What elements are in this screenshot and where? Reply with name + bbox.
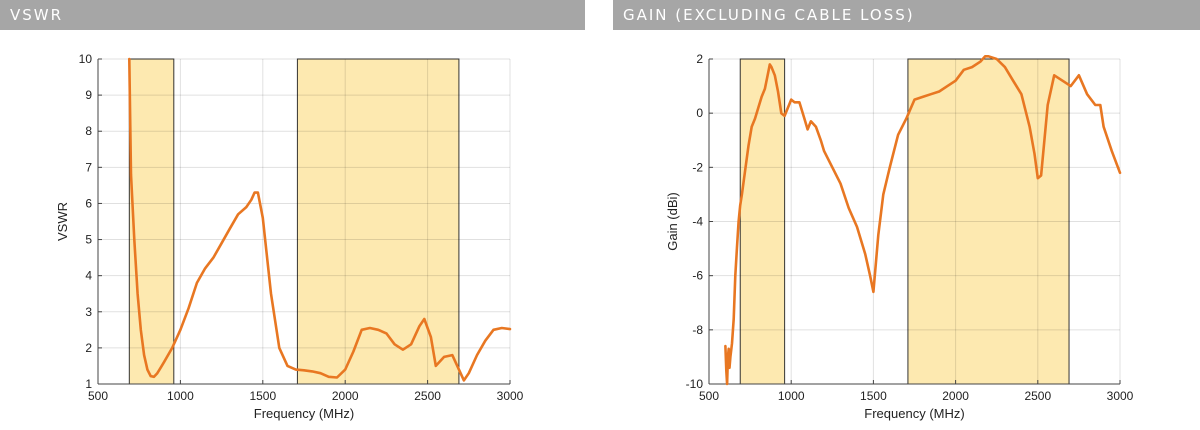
vswr-band-1 [296,58,460,385]
gain-y-tick-label: -6 [692,269,703,283]
vswr-y-tick-label: 10 [79,52,93,66]
gain-x-tick-label: 1000 [778,389,805,403]
gain-banner: GAIN (EXCLUDING CABLE LOSS) [613,0,1200,30]
vswr-y-tick-label: 8 [85,124,92,138]
vswr-x-tick-label: 2500 [414,389,441,403]
vswr-banner: VSWR [0,0,585,30]
vswr-y-tick-label: 5 [85,233,92,247]
gain-y-tick-label: -8 [692,323,703,337]
vswr-y-tick-label: 9 [85,88,92,102]
vswr-x-tick-label: 2000 [332,389,359,403]
gain-y-tick-label: -4 [692,215,703,229]
gain-x-axis-label: Frequency (MHz) [864,406,964,421]
gain-chart: 500 1000 1500 2000 2500 3000 -10 -8 -6 -4 -2 0 2 Freq… [665,52,1134,421]
vswr-chart: 500 1000 1500 2000 2500 3000 1 2 3 4 5 6 7 8 9 10 Freque… [55,52,524,421]
vswr-x-tick-label: 1500 [249,389,276,403]
gain-y-axis-label: Gain (dBi) [665,192,680,251]
gain-band-1 [907,58,1070,385]
vswr-x-axis-label: Frequency (MHz) [254,406,354,421]
gain-band-0 [739,58,786,385]
gain-x-tick-label: 500 [699,389,719,403]
vswr-panel: VSWR [0,0,585,30]
vswr-y-tick-label: 7 [85,160,92,174]
vswr-y-tick-label: 2 [85,341,92,355]
gain-y-tick-label: 0 [696,106,703,120]
vswr-x-tick-label: 500 [88,389,108,403]
gain-panel: GAIN (EXCLUDING CABLE LOSS) [613,0,1200,30]
vswr-series-line-0 [128,57,512,382]
vswr-y-tick-label: 1 [85,377,92,391]
gain-y-tick-label: 2 [696,52,703,66]
gain-series-line-0 [724,54,1122,386]
vswr-y-axis-label: VSWR [55,202,70,241]
vswr-y-tick-label: 4 [85,269,92,283]
vswr-band-0 [128,58,175,385]
vswr-x-tick-label: 3000 [497,389,524,403]
gain-x-tick-label: 1500 [860,389,887,403]
vswr-y-tick-label: 3 [85,305,92,319]
gain-x-tick-label: 3000 [1107,389,1134,403]
gain-x-tick-label: 2500 [1024,389,1051,403]
vswr-x-tick-label: 1000 [167,389,194,403]
gain-y-tick-label: -10 [686,377,704,391]
gain-x-tick-label: 2000 [942,389,969,403]
gain-y-tick-label: -2 [692,160,703,174]
vswr-y-tick-label: 6 [85,196,92,210]
